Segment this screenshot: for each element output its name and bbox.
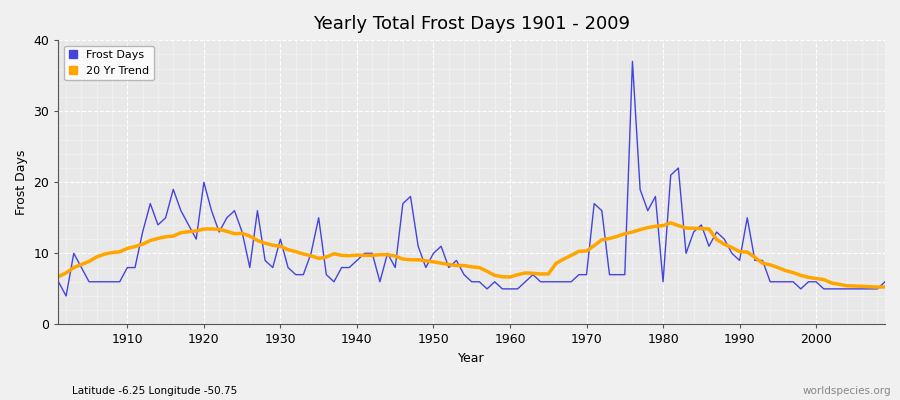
Line: Frost Days: Frost Days — [58, 62, 885, 296]
20 Yr Trend — [872, 285, 883, 290]
20 Yr Trend — [879, 284, 890, 289]
20 Yr Trend — [53, 274, 64, 279]
Frost Days — [604, 272, 615, 277]
Frost Days — [122, 265, 132, 270]
X-axis label: Year: Year — [458, 352, 485, 365]
Frost Days — [60, 294, 71, 298]
Y-axis label: Frost Days: Frost Days — [15, 150, 28, 215]
Frost Days — [53, 279, 64, 284]
Legend: Frost Days, 20 Yr Trend: Frost Days, 20 Yr Trend — [64, 46, 154, 80]
20 Yr Trend — [597, 238, 608, 242]
20 Yr Trend — [328, 251, 339, 256]
Frost Days — [291, 272, 302, 277]
Text: Latitude -6.25 Longitude -50.75: Latitude -6.25 Longitude -50.75 — [72, 386, 238, 396]
20 Yr Trend — [283, 247, 293, 252]
Title: Yearly Total Frost Days 1901 - 2009: Yearly Total Frost Days 1901 - 2009 — [313, 15, 630, 33]
Frost Days — [879, 279, 890, 284]
Frost Days — [337, 265, 347, 270]
Frost Days — [627, 59, 638, 64]
Frost Days — [512, 286, 523, 291]
Text: worldspecies.org: worldspecies.org — [803, 386, 891, 396]
20 Yr Trend — [665, 220, 676, 225]
Line: 20 Yr Trend: 20 Yr Trend — [58, 223, 885, 287]
20 Yr Trend — [114, 250, 125, 254]
20 Yr Trend — [505, 275, 516, 280]
20 Yr Trend — [497, 274, 508, 279]
Frost Days — [505, 286, 516, 291]
